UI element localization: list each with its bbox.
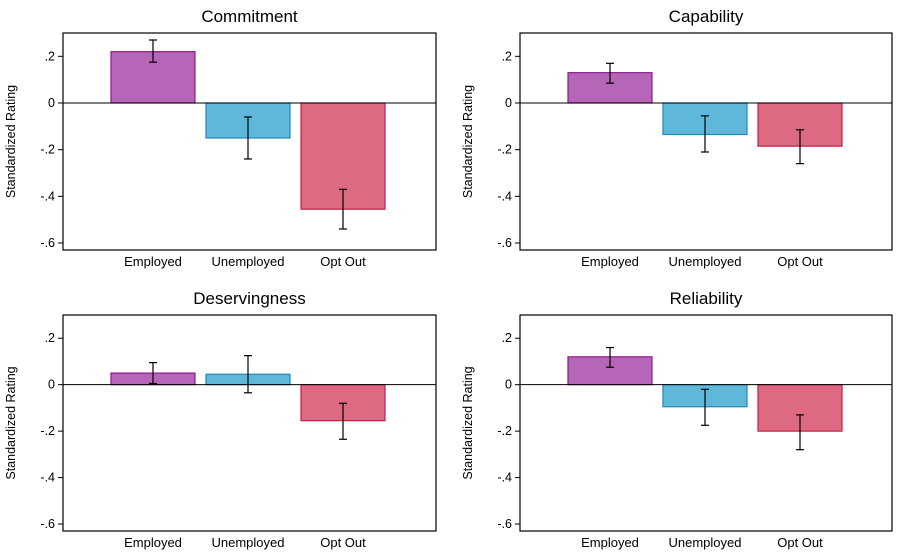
y-tick-label: -.6 bbox=[40, 517, 55, 531]
y-tick-label: 0 bbox=[505, 96, 512, 110]
category-label-opt-out: Opt Out bbox=[777, 535, 823, 550]
category-label-employed: Employed bbox=[124, 535, 182, 550]
y-axis-label: Standardized Rating bbox=[461, 85, 475, 198]
plot-frame bbox=[519, 314, 893, 532]
y-tick-label: .2 bbox=[502, 49, 512, 63]
y-tick-label: -.4 bbox=[497, 471, 512, 485]
panel-reliability: Reliability Standardized Rating .2 0 -.2 -.4 -… bbox=[461, 289, 893, 550]
category-label-employed: Employed bbox=[124, 254, 182, 269]
y-axis-label: Standardized Rating bbox=[4, 366, 18, 479]
panel-title: Capability bbox=[669, 7, 744, 26]
y-tick-label: .2 bbox=[502, 331, 512, 345]
y-tick-label: 0 bbox=[48, 96, 55, 110]
category-label-unemployed: Unemployed bbox=[669, 535, 742, 550]
category-label-opt-out: Opt Out bbox=[320, 535, 366, 550]
y-tick-label: -.4 bbox=[40, 471, 55, 485]
category-label-unemployed: Unemployed bbox=[669, 254, 742, 269]
y-tick-label: -.2 bbox=[497, 143, 512, 157]
category-label-employed: Employed bbox=[581, 535, 639, 550]
y-axis-label: Standardized Rating bbox=[461, 366, 475, 479]
panel-commitment: Commitment Standardized Rating .2 0 -.2 -.4 -.… bbox=[4, 7, 437, 269]
y-tick-label: .2 bbox=[45, 49, 55, 63]
y-tick-label: .2 bbox=[45, 331, 55, 345]
panel-title: Reliability bbox=[670, 289, 743, 308]
plot-frame bbox=[519, 32, 893, 251]
y-tick-label: -.6 bbox=[40, 236, 55, 250]
panel-capability: Capability Standardized Rating .2 0 -.2 -.4 -.… bbox=[461, 7, 893, 269]
y-tick-label: 0 bbox=[505, 378, 512, 392]
category-label-opt-out: Opt Out bbox=[320, 254, 366, 269]
y-tick-label: -.4 bbox=[40, 189, 55, 203]
category-label-unemployed: Unemployed bbox=[212, 535, 285, 550]
panel-title: Commitment bbox=[201, 7, 298, 26]
y-axis-label: Standardized Rating bbox=[4, 85, 18, 198]
plot-frame bbox=[62, 32, 437, 251]
panel-title: Deservingness bbox=[193, 289, 305, 308]
y-tick-label: -.2 bbox=[497, 424, 512, 438]
category-label-opt-out: Opt Out bbox=[777, 254, 823, 269]
y-tick-label: -.2 bbox=[40, 424, 55, 438]
plot-frame bbox=[62, 314, 437, 532]
category-label-unemployed: Unemployed bbox=[212, 254, 285, 269]
y-tick-label: -.6 bbox=[497, 517, 512, 531]
y-tick-label: -.2 bbox=[40, 143, 55, 157]
y-tick-label: 0 bbox=[48, 378, 55, 392]
panel-deservingness: Deservingness Standardized Rating .2 0 -.2 -.… bbox=[4, 289, 437, 550]
y-tick-label: -.4 bbox=[497, 189, 512, 203]
y-tick-label: -.6 bbox=[497, 236, 512, 250]
category-label-employed: Employed bbox=[581, 254, 639, 269]
